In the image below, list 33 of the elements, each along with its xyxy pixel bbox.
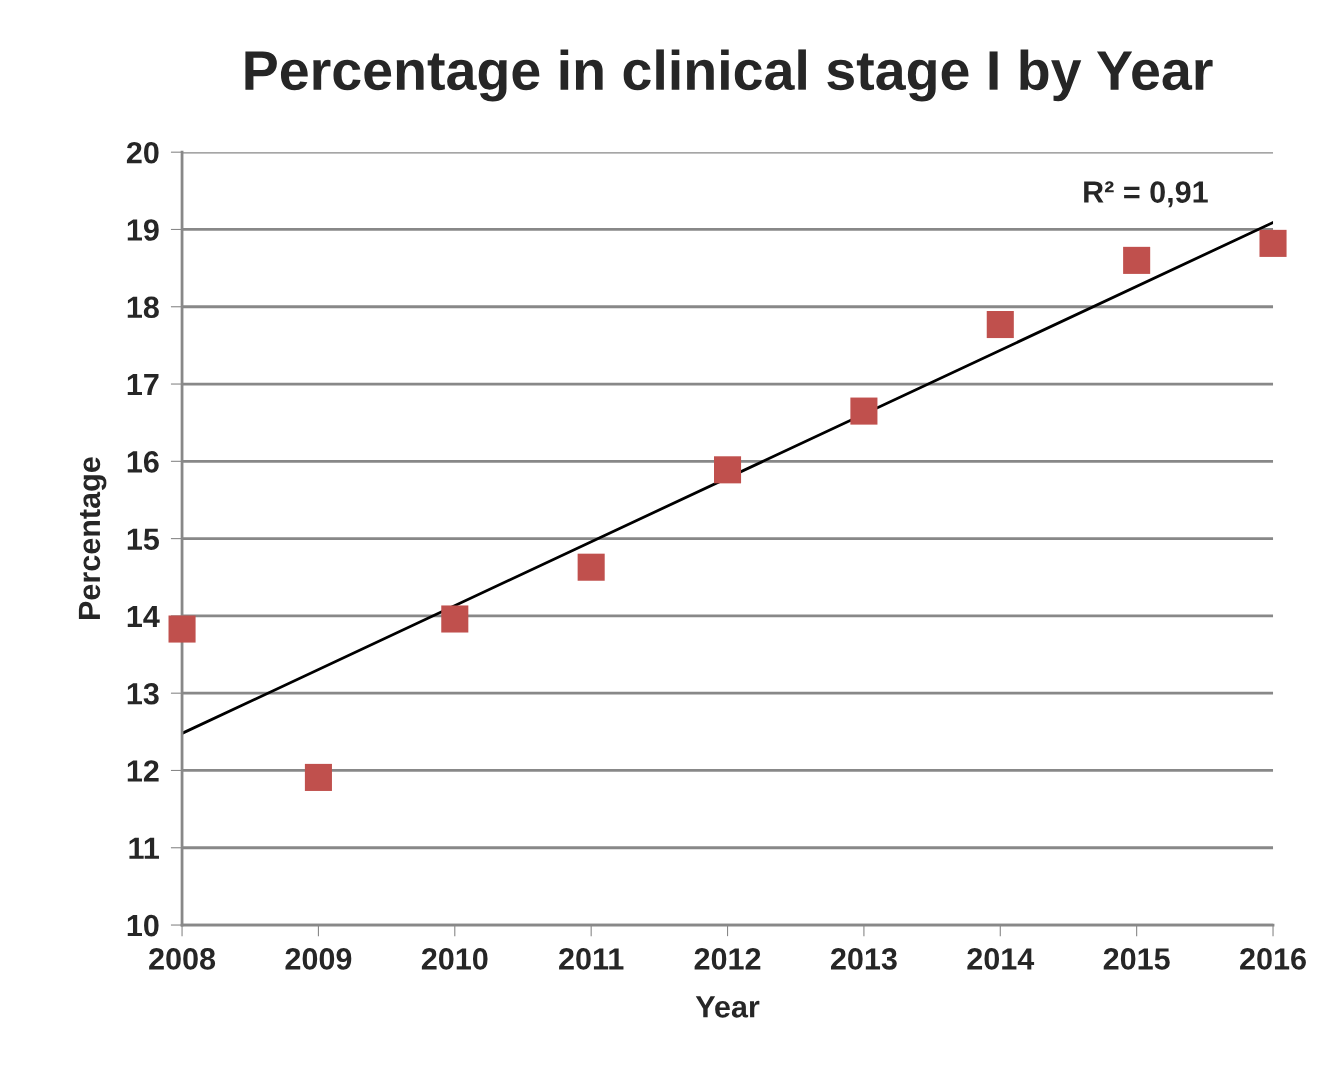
point	[441, 605, 469, 633]
y-tick-label: 16	[127, 451, 159, 473]
x-tick-label: 2009	[285, 948, 352, 970]
y-tick-label: 13	[127, 682, 159, 705]
x-tick-label: 2013	[830, 948, 897, 970]
y-tick-label: 15	[127, 528, 159, 550]
y-tick-label: 11	[129, 837, 159, 859]
y-tick-label: 20	[126, 141, 159, 164]
point	[1123, 246, 1151, 274]
point	[986, 310, 1014, 339]
chart-title: Percentage in clinical stage I by Year	[245, 49, 1213, 102]
x-tick-label: 2008	[149, 948, 216, 970]
annotation: R² = 0,91	[1084, 181, 1208, 208]
point	[577, 553, 605, 581]
y-tick-label: 17	[127, 374, 159, 396]
point	[714, 456, 742, 484]
x-tick-label: 2012	[694, 948, 761, 970]
x-tick-label: 2015	[1103, 948, 1170, 970]
y-tick-label: 19	[127, 219, 159, 241]
y-tick-label: 12	[127, 760, 159, 782]
point	[168, 615, 196, 643]
point	[850, 397, 878, 425]
y-tick-label: 10	[127, 914, 159, 937]
y-axis-title: Percentage	[78, 457, 107, 619]
x-axis-title: Year	[695, 996, 760, 1018]
x-tick-label: 2010	[421, 948, 488, 970]
x-tick-label: 2016	[1240, 948, 1306, 970]
y-tick-label: 18	[127, 296, 159, 319]
point	[1259, 229, 1287, 257]
x-tick-label: 2014	[967, 948, 1035, 970]
point	[304, 763, 332, 791]
y-tick-label: 14	[127, 605, 160, 627]
x-tick-label: 2011	[559, 948, 624, 970]
